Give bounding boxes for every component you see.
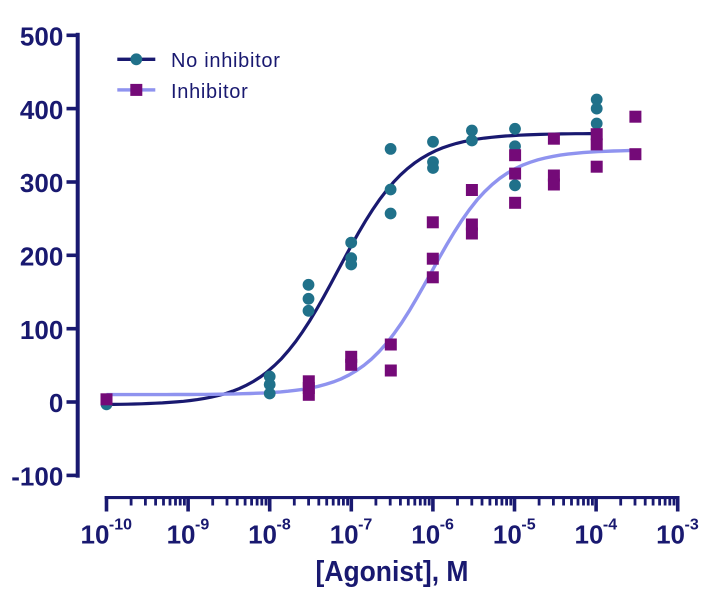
svg-text:300: 300 bbox=[20, 168, 63, 198]
svg-text:10: 10 bbox=[167, 520, 196, 550]
svg-text:400: 400 bbox=[20, 95, 63, 125]
svg-text:-6: -6 bbox=[440, 516, 454, 533]
svg-text:100: 100 bbox=[20, 315, 63, 345]
svg-text:0: 0 bbox=[49, 388, 63, 418]
svg-text:-4: -4 bbox=[603, 516, 617, 533]
svg-text:10: 10 bbox=[248, 520, 277, 550]
svg-text:Inhibitor: Inhibitor bbox=[171, 81, 248, 103]
svg-text:-8: -8 bbox=[277, 516, 291, 533]
svg-text:10: 10 bbox=[81, 520, 110, 550]
svg-text:500: 500 bbox=[20, 22, 63, 52]
svg-text:-10: -10 bbox=[109, 516, 132, 533]
svg-text:[Agonist], M: [Agonist], M bbox=[316, 556, 469, 588]
svg-text:10: 10 bbox=[411, 520, 440, 550]
svg-text:-5: -5 bbox=[521, 516, 535, 533]
svg-text:-3: -3 bbox=[685, 516, 699, 533]
svg-text:10: 10 bbox=[330, 520, 359, 550]
svg-text:10: 10 bbox=[493, 520, 522, 550]
svg-text:No inhibitor: No inhibitor bbox=[171, 50, 281, 72]
svg-text:10: 10 bbox=[575, 520, 604, 550]
svg-text:10: 10 bbox=[656, 520, 685, 550]
svg-text:-7: -7 bbox=[358, 516, 372, 533]
svg-text:-9: -9 bbox=[195, 516, 209, 533]
svg-text:-100: -100 bbox=[11, 462, 63, 492]
svg-text:200: 200 bbox=[20, 242, 63, 272]
